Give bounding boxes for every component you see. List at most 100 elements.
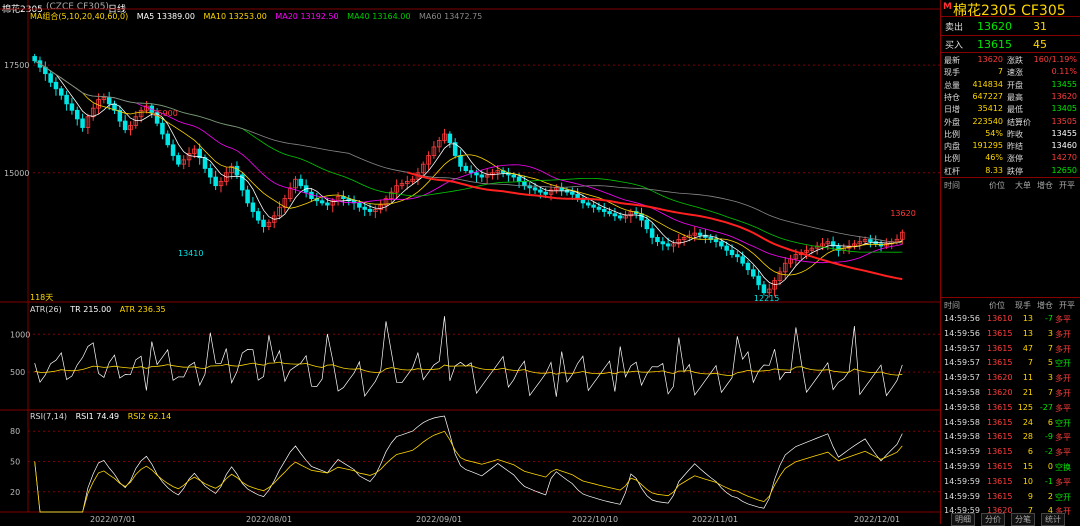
rsi1-value: RSI1 74.49 <box>75 412 120 421</box>
chart-area[interactable]: 棉花2305 (CZCE CF305) 日线 MA组合(5,10,20,40,6… <box>0 0 940 524</box>
ma60-label: MA60 13472.75 <box>419 12 483 21</box>
candle-body <box>208 168 213 178</box>
date-tick: 2022/10/10 <box>572 515 618 524</box>
trade-row[interactable]: 14:59:57 13620 11 3 多开 <box>941 370 1080 386</box>
candle-body <box>59 88 64 96</box>
trade-row[interactable]: 14:59:58 13615 28 -9 多平 <box>941 429 1080 445</box>
candle-body <box>586 202 591 206</box>
candle-body <box>458 155 463 167</box>
atr-tick: 1000 <box>10 330 30 339</box>
candle-body <box>703 234 708 238</box>
tab-3[interactable]: 统计 <box>1041 513 1065 526</box>
trade-row[interactable]: 14:59:58 13620 21 7 多开 <box>941 385 1080 401</box>
candle-body <box>751 269 756 277</box>
candle-body <box>298 178 304 187</box>
trade-volume: 11 <box>1022 373 1033 383</box>
tab-2[interactable]: 分笔 <box>1011 513 1035 526</box>
candle-body <box>527 185 532 189</box>
atr-legend: ATR(26) TR 215.00 ATR 236.35 <box>30 305 172 314</box>
trade-volume: 10 <box>1022 476 1033 486</box>
tr-value: TR 215.00 <box>70 305 112 314</box>
candle-body <box>761 284 767 294</box>
trade-volume: 13 <box>1022 314 1033 323</box>
candle-body <box>325 202 330 206</box>
ma5-line <box>34 60 903 286</box>
candle-body <box>436 140 442 148</box>
low-annotation: 12215 <box>754 294 779 303</box>
candle-body <box>894 238 900 243</box>
trade-time: 14:59:57 <box>944 373 980 383</box>
candle-body <box>138 109 144 118</box>
trade-row[interactable]: 14:59:59 13615 15 0 空换 <box>941 459 1080 475</box>
candle-body <box>655 236 660 243</box>
trade-row[interactable]: 14:59:57 13615 47 7 多开 <box>941 341 1080 357</box>
trade-row[interactable]: 14:59:59 13620 7 4 多开 <box>941 503 1080 519</box>
trade-row[interactable]: 14:59:56 13610 13 -7 多平 <box>941 311 1080 327</box>
trade-type: 多平 <box>1055 315 1071 324</box>
trade-price: 13615 <box>987 358 1013 368</box>
column-header: 时间 <box>944 301 960 310</box>
stat-row: 比例 46% 涨停 14270 <box>941 152 1080 165</box>
candle-body <box>197 148 202 159</box>
candle-body <box>756 275 761 286</box>
trend-line <box>407 171 903 281</box>
detail-tabs[interactable]: 明细 分价 分笔 统计 <box>941 512 1080 526</box>
candle-body <box>74 109 80 120</box>
trade-price: 13615 <box>987 402 1013 412</box>
candle-body <box>122 120 128 131</box>
trade-row[interactable]: 14:59:59 13615 10 -1 多平 <box>941 474 1080 490</box>
trade-volume: 7 <box>1027 358 1033 368</box>
trade-type: 空换 <box>1055 463 1071 472</box>
stat-label: 昨收 <box>1007 129 1023 139</box>
price-tick: 17500 <box>4 61 29 70</box>
trade-row[interactable]: 14:59:58 13615 24 6 空开 <box>941 415 1080 431</box>
date-tick: 2022/07/01 <box>90 515 136 524</box>
stat-row: 杠杆 8.33 跌停 12650 <box>941 165 1080 178</box>
tab-0[interactable]: 明细 <box>951 513 975 526</box>
trade-row[interactable]: 14:59:59 13615 6 -2 多平 <box>941 444 1080 460</box>
trade-row[interactable]: 14:59:57 13615 7 5 空开 <box>941 355 1080 371</box>
trade-oi-change: -1 <box>1045 476 1053 486</box>
date-tick: 2022/11/01 <box>692 515 738 524</box>
trade-volume: 125 <box>1017 402 1033 412</box>
trade-oi-change: 0 <box>1047 462 1053 471</box>
candle-body <box>719 241 724 247</box>
stat-label: 最新 <box>944 56 960 65</box>
candle-body <box>261 219 266 228</box>
price-tick: 15000 <box>4 169 29 178</box>
candle-body <box>389 191 394 200</box>
date-tick: 2022/09/01 <box>416 515 462 524</box>
trade-price: 13615 <box>987 447 1013 457</box>
candle-body <box>649 228 655 238</box>
rsi-tick: 80 <box>10 427 20 436</box>
candle-body <box>474 172 479 176</box>
date-tick: 2022/12/01 <box>854 515 900 524</box>
quote-panel: M 棉花2305 CF305 卖出 13620 31 买入 13615 45 最… <box>940 0 1080 526</box>
candle-body <box>873 241 878 245</box>
candle-body <box>362 206 367 210</box>
candle-body <box>85 116 91 128</box>
trade-volume: 6 <box>1027 447 1033 457</box>
candle-body <box>165 133 171 146</box>
candle-body <box>538 189 543 193</box>
trade-type: 多开 <box>1055 329 1071 339</box>
stat-value: 647227 <box>972 91 1003 101</box>
trade-oi-change: 2 <box>1047 491 1053 501</box>
candle-body <box>543 191 548 195</box>
stat-value: 54% <box>985 128 1003 138</box>
candle-body <box>442 133 447 141</box>
tab-1[interactable]: 分价 <box>981 513 1005 526</box>
candle-body <box>399 183 405 187</box>
candlestick-chart[interactable]: 17500 15000 15900 13410 12215 13620 118天 1000 50… <box>0 0 940 524</box>
trade-price: 13615 <box>987 328 1013 338</box>
column-header: 开平 <box>1059 301 1075 310</box>
period-label[interactable]: 日线 <box>108 5 127 15</box>
trade-type: 多平 <box>1055 433 1071 443</box>
trade-oi-change: 7 <box>1047 343 1053 353</box>
ma5-label: MA5 13389.00 <box>136 12 195 21</box>
trade-row[interactable]: 14:59:58 13615 125 -27 多平 <box>941 400 1080 416</box>
trade-row[interactable]: 14:59:59 13615 9 2 空开 <box>941 489 1080 505</box>
trade-row[interactable]: 14:59:56 13615 13 3 多开 <box>941 326 1080 342</box>
trade-type: 空开 <box>1055 359 1071 369</box>
candle-body <box>255 211 261 221</box>
